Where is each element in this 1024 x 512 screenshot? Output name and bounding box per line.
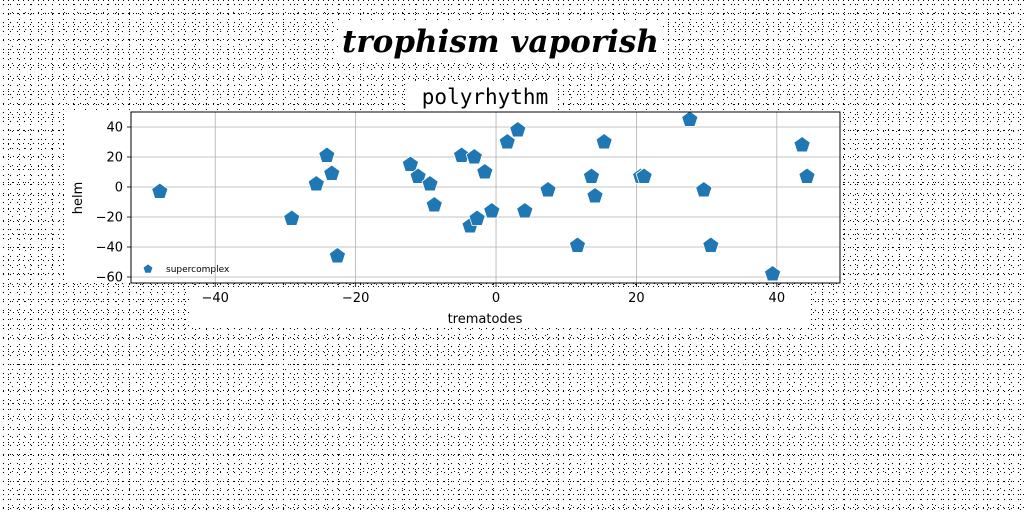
data-point xyxy=(283,209,301,226)
data-point xyxy=(681,110,699,127)
data-point xyxy=(465,148,483,165)
chart-title: polyrhythm xyxy=(422,85,548,109)
data-point xyxy=(483,202,501,219)
plot-background xyxy=(131,112,840,283)
data-point xyxy=(453,146,471,163)
legend-label: supercomplex xyxy=(166,265,230,275)
x-tick-label: 0 xyxy=(492,291,500,306)
data-point xyxy=(695,181,713,198)
x-tick-label: −40 xyxy=(202,291,229,306)
xaxis-background xyxy=(190,287,810,327)
y-tick-label: 40 xyxy=(106,121,123,136)
data-point xyxy=(476,163,494,180)
data-point xyxy=(582,167,601,184)
x-tick-label: 20 xyxy=(628,291,645,306)
data-point xyxy=(409,167,427,184)
legend: supercomplex xyxy=(142,263,230,275)
data-point xyxy=(421,175,439,192)
data-point xyxy=(323,164,341,181)
y-axis-label: helm xyxy=(71,182,86,215)
data-point xyxy=(568,236,586,253)
data-point xyxy=(307,175,325,192)
data-point xyxy=(539,181,557,198)
y-tick-label: 20 xyxy=(106,151,123,166)
data-point xyxy=(318,146,336,163)
data-point xyxy=(328,247,346,264)
data-point xyxy=(798,167,816,184)
y-tick-label: 0 xyxy=(115,181,123,196)
title-background xyxy=(408,84,558,110)
x-tick-label: −20 xyxy=(342,291,369,306)
y-tick-label: −60 xyxy=(96,271,123,286)
legend-marker xyxy=(142,263,154,274)
y-tick-label: −40 xyxy=(96,241,123,256)
data-point xyxy=(516,202,534,219)
data-point xyxy=(595,133,613,150)
data-point xyxy=(498,133,516,150)
data-point xyxy=(509,121,527,138)
x-axis-label: trematodes xyxy=(448,312,523,327)
data-points xyxy=(151,110,816,282)
data-point xyxy=(764,265,782,282)
data-point xyxy=(468,209,486,226)
data-point xyxy=(586,187,604,204)
data-point xyxy=(425,196,443,213)
data-point xyxy=(151,182,169,199)
grid-lines xyxy=(131,112,840,283)
y-axis-ticks: −60 −40 −20 0 20 40 xyxy=(96,121,131,286)
y-tick-label: −20 xyxy=(96,211,123,226)
data-point xyxy=(401,155,419,172)
data-point xyxy=(793,136,811,153)
figure-supertitle: trophism vaporish xyxy=(338,22,663,62)
legend-marker-shape xyxy=(142,263,154,274)
data-point xyxy=(702,236,720,253)
x-tick-label: 40 xyxy=(769,291,786,306)
x-axis-ticks: −40 −20 0 20 40 xyxy=(202,283,786,306)
data-point xyxy=(635,167,653,184)
yaxis-background xyxy=(64,112,130,283)
plot-frame xyxy=(130,111,841,284)
